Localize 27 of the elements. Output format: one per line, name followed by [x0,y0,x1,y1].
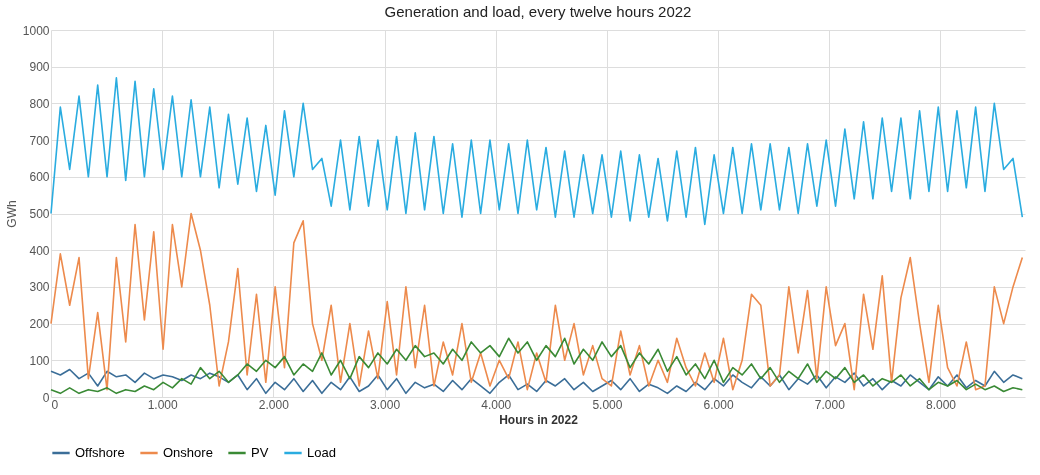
chart-title: Generation and load, every twelve hours 2022 [384,3,692,20]
line-series [50,76,1024,226]
x-tick-label: 1.000 [147,397,179,412]
legend-label: Offshore [75,445,125,460]
x-tick-label: 4.000 [481,397,512,412]
y-tick-label: 300 [29,280,50,295]
y-tick-label: 1000 [22,23,50,38]
x-tick-label: 6.000 [703,397,734,412]
y-axis-title: GWh [4,200,19,228]
y-tick-label: 600 [29,170,50,185]
y-tick-label: 800 [29,96,50,111]
x-tick-label: 8.000 [925,397,957,412]
y-tick-label: 900 [29,60,50,75]
y-tick-label: 400 [29,243,50,258]
y-tick-label: 500 [29,207,50,221]
legend-label: Onshore [163,445,213,460]
x-tick-label: 5.000 [592,397,623,412]
y-tick-label: 200 [29,317,50,332]
x-tick-label: 2.000 [258,397,290,412]
x-tick-label: 7.000 [814,397,846,412]
y-tick-label: 700 [29,133,50,148]
legend-label: PV [251,445,269,460]
x-tick-label: 3.000 [370,397,401,412]
legend-label: Load [307,445,336,460]
x-axis-title: Hours in 2022 [499,412,579,427]
line-series [50,212,1024,391]
y-tick-label: 100 [29,353,50,368]
